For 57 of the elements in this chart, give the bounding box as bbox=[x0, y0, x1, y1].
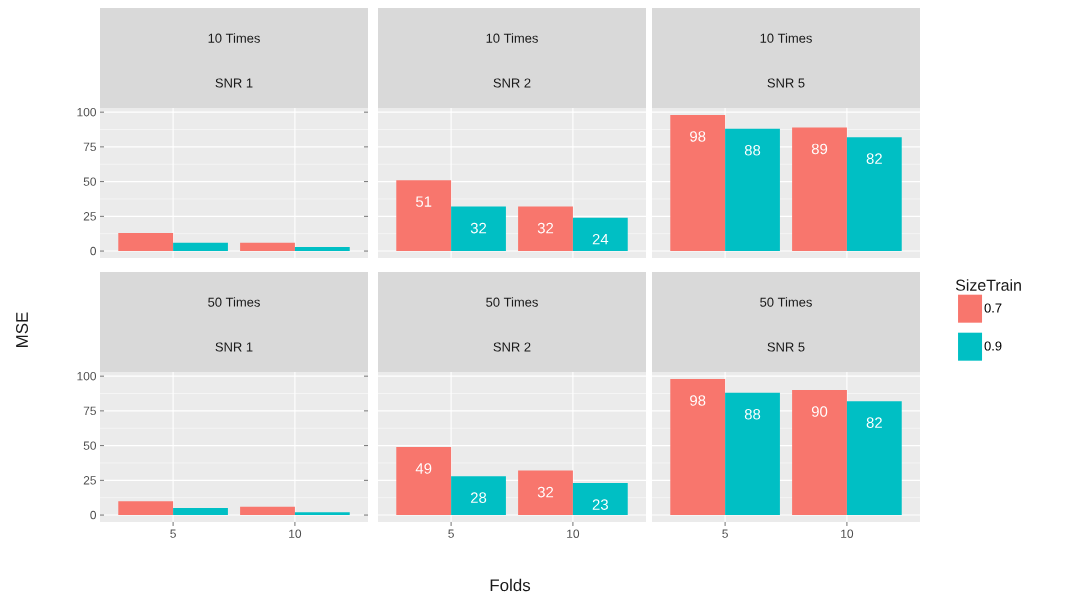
bar bbox=[518, 470, 573, 516]
chart-title: 10 Times bbox=[760, 33, 812, 43]
data-label: 49 bbox=[415, 463, 432, 474]
data-label: 89 bbox=[811, 143, 828, 155]
data-label: 88 bbox=[744, 145, 761, 156]
x-axis-title: Folds bbox=[490, 578, 531, 592]
bar bbox=[118, 501, 174, 516]
y-tick-label: 100 bbox=[77, 371, 97, 381]
chart-subtitle: SNR 5 bbox=[767, 78, 805, 88]
data-label: 51 bbox=[415, 196, 432, 207]
chart-title: 10 Times bbox=[486, 33, 538, 43]
y-tick-label: 100 bbox=[77, 107, 97, 117]
y-tick-label: 50 bbox=[83, 441, 97, 450]
data-label: 32 bbox=[537, 222, 554, 234]
y-tick-label: 25 bbox=[83, 476, 96, 485]
x-tick-label: 5 bbox=[722, 529, 728, 538]
chart-subtitle: SNR 2 bbox=[493, 342, 531, 352]
chart-title: 50 Times bbox=[208, 297, 260, 307]
bar bbox=[294, 512, 350, 516]
y-tick-label: 75 bbox=[83, 142, 96, 152]
chart-subtitle: SNR 1 bbox=[215, 342, 253, 352]
chart-title: 50 Times bbox=[760, 297, 812, 307]
data-label: 98 bbox=[690, 395, 706, 406]
bar bbox=[451, 476, 506, 516]
data-label: 88 bbox=[744, 409, 761, 420]
chart-title: 50 Times bbox=[486, 297, 538, 307]
data-label: 82 bbox=[866, 417, 882, 428]
x-tick-label: 10 bbox=[289, 529, 302, 538]
data-label: 90 bbox=[811, 406, 828, 417]
x-tick-label: 5 bbox=[170, 529, 176, 538]
data-label: 23 bbox=[592, 499, 608, 510]
data-label: 32 bbox=[537, 486, 554, 498]
y-tick-label: 25 bbox=[83, 212, 96, 221]
y-tick-label: 0 bbox=[90, 510, 97, 520]
data-label: 98 bbox=[690, 131, 706, 142]
y-tick-label: 0 bbox=[90, 246, 97, 256]
data-label: 28 bbox=[470, 492, 487, 503]
y-tick-label: 50 bbox=[83, 177, 97, 186]
chart-subtitle: SNR 5 bbox=[767, 342, 805, 352]
data-label: 24 bbox=[592, 233, 609, 245]
legend-label: 0.9 bbox=[984, 341, 1002, 351]
y-tick-label: 75 bbox=[83, 406, 96, 416]
chart-subtitle: SNR 2 bbox=[493, 78, 531, 88]
legend-label: 0.7 bbox=[984, 303, 1002, 313]
chart-title: 10 Times bbox=[208, 33, 260, 43]
data-label: 82 bbox=[866, 153, 882, 164]
bar bbox=[396, 447, 452, 516]
x-tick-label: 5 bbox=[448, 529, 454, 538]
data-label: 32 bbox=[470, 222, 487, 234]
bar bbox=[572, 483, 628, 516]
legend-title: SizeTrain bbox=[955, 279, 1021, 291]
bar bbox=[240, 506, 295, 516]
bar bbox=[173, 508, 228, 516]
x-tick-label: 10 bbox=[841, 529, 854, 538]
y-axis-title: MSE bbox=[16, 312, 29, 347]
x-tick-label: 10 bbox=[567, 529, 580, 538]
chart-subtitle: SNR 1 bbox=[215, 78, 253, 88]
